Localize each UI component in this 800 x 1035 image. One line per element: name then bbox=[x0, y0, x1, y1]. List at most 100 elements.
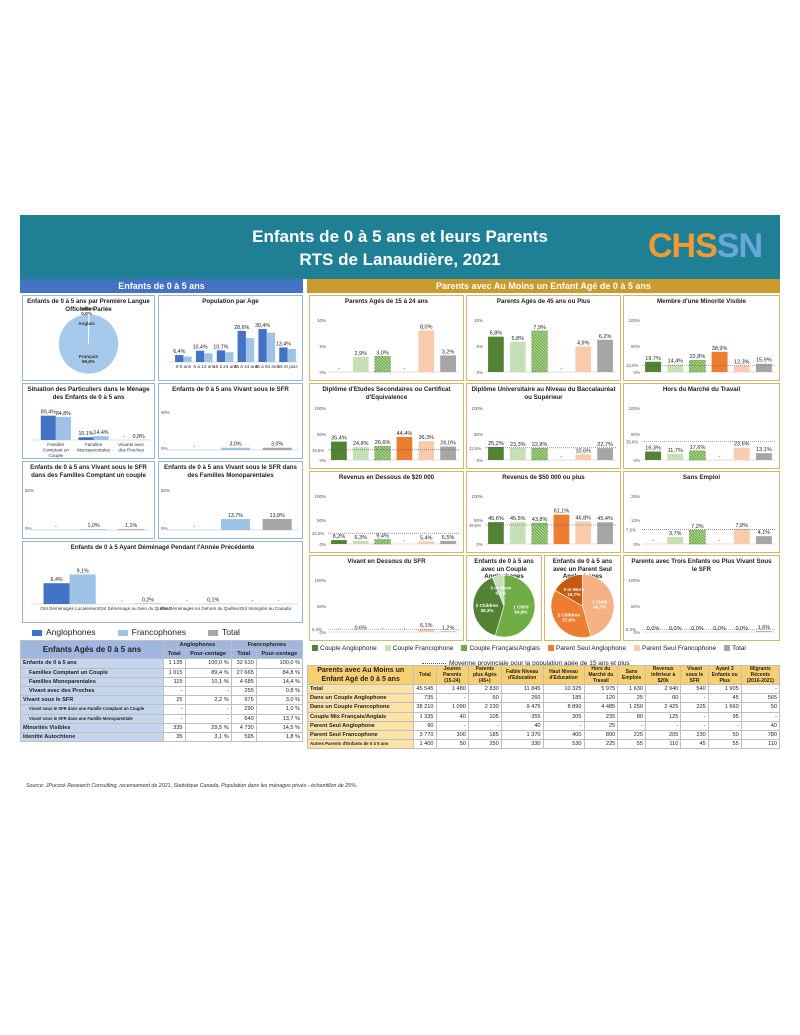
table-row: Parent Seul Francophone 3 770 300 185 1 370 4… bbox=[306, 730, 781, 741]
bar-hatch bbox=[381, 445, 391, 456]
provincial-average-label: 7,6% bbox=[626, 527, 636, 532]
table-cell: - bbox=[162, 704, 186, 715]
table-cell: 90 bbox=[413, 720, 437, 732]
bar bbox=[667, 364, 684, 372]
bar bbox=[667, 453, 684, 460]
table-cell: 1 370 bbox=[500, 730, 544, 741]
data-label: 24,8% bbox=[353, 441, 369, 447]
bar bbox=[575, 521, 592, 544]
table-cell: 225 bbox=[583, 739, 619, 750]
bar-hatch bbox=[532, 330, 548, 347]
y-tick-label: 0% bbox=[633, 630, 640, 635]
bar-hatch bbox=[374, 456, 379, 461]
table-row: Vivant avec des Proches - -255 0,8 % bbox=[20, 686, 304, 697]
bar bbox=[755, 453, 772, 460]
bar-hatch bbox=[376, 356, 391, 371]
data-label: - bbox=[338, 366, 340, 372]
data-label: 45,4% bbox=[597, 516, 613, 522]
data-label: - bbox=[403, 366, 405, 372]
panel-sfr_mono: Enfants de 0 à 5 ans Vivant sous le SFR … bbox=[158, 461, 303, 539]
table-cell: 2,2 % bbox=[184, 695, 232, 706]
chart-pie_seul: 1 Child 45,7% 2 Children 37,6% 3 or More 16,7… bbox=[550, 574, 615, 638]
data-label: 10,1% bbox=[78, 431, 93, 437]
panel-minorite: Membre d'une Minorité Visible 0% 50% 100% 19… bbox=[623, 295, 780, 381]
bar-hatch bbox=[531, 356, 548, 373]
chart-p45: 0% 5% 10% 6,8% 5,8% 7,9% - 4,9% 6,2% bbox=[474, 318, 616, 375]
bar-hatch bbox=[689, 453, 696, 461]
chart-title: Sans Emploi bbox=[682, 474, 721, 481]
bar-hatch bbox=[531, 359, 545, 373]
data-label: 2,9% bbox=[354, 351, 367, 357]
chart-horsmarche: 0% 50% 100% 16,3% 11,7% 17,6% - 23,6% 13,1% 35,8% bbox=[626, 406, 775, 463]
pie-slice bbox=[554, 574, 583, 607]
bar-hatch bbox=[689, 534, 699, 545]
bar-hatch bbox=[689, 365, 696, 373]
table-cell: 780 bbox=[740, 730, 781, 741]
row-label: Vivant sous le SFR bbox=[20, 695, 164, 706]
table-cell: 95 bbox=[707, 711, 742, 722]
bar-hatch bbox=[531, 347, 548, 365]
bar-hatch bbox=[374, 368, 379, 373]
table-row: Dans un Couple Francophone 38 210 1 090 2 2… bbox=[306, 702, 781, 713]
bar bbox=[195, 350, 205, 362]
bar-hatch bbox=[387, 445, 391, 450]
data-label: 22,8% bbox=[532, 442, 548, 448]
data-label: 9,4% bbox=[376, 533, 389, 539]
table-cell: 1 135 bbox=[162, 658, 186, 669]
table-cell: 25 bbox=[162, 695, 186, 706]
bar bbox=[509, 522, 526, 544]
column-header: Parents plus Agés (45+) bbox=[467, 665, 502, 685]
legend-parent-seul-francophone: Parent Seul Francophone bbox=[634, 645, 716, 652]
provincial-average-label: 23,5% bbox=[469, 446, 481, 451]
bar bbox=[245, 338, 255, 362]
bar bbox=[733, 447, 750, 460]
bar-hatch bbox=[699, 529, 706, 537]
data-label: 6,8% bbox=[490, 331, 503, 337]
data-label: - bbox=[123, 434, 125, 440]
panel-rev50: Revenus de $50 000 ou plus 0% 50% 100% 45,6%… bbox=[466, 471, 621, 553]
bar bbox=[220, 519, 251, 530]
bar bbox=[237, 330, 246, 362]
data-label: 6,4% bbox=[51, 577, 63, 583]
data-label: 35,4% bbox=[331, 436, 347, 442]
bar-hatch bbox=[546, 447, 548, 450]
bar-hatch bbox=[689, 456, 693, 461]
row-label: Identité Autochtone bbox=[20, 732, 164, 743]
table-cell: - bbox=[184, 686, 232, 697]
bar bbox=[440, 355, 456, 372]
bar-hatch bbox=[540, 522, 548, 531]
data-label: 0,8% bbox=[133, 434, 145, 440]
table-cell: 35 bbox=[162, 732, 186, 743]
table-cell: 110 bbox=[740, 739, 781, 750]
chart-title: Diplôme Universitaire au Niveau du Bacca… bbox=[471, 386, 616, 401]
table-cell: 230 bbox=[680, 730, 709, 741]
table-cell: 1,8 % bbox=[255, 732, 304, 743]
bar-hatch bbox=[543, 447, 548, 453]
bar-hatch bbox=[531, 528, 548, 545]
table-cell: 975 bbox=[230, 695, 257, 706]
table-cell: 1 630 bbox=[617, 683, 647, 695]
table-cell: - bbox=[184, 713, 232, 724]
bar bbox=[287, 348, 296, 362]
bar-hatch bbox=[531, 335, 548, 353]
row-label: Enfants de 0 à 5 ans bbox=[20, 658, 164, 669]
bar bbox=[440, 631, 456, 632]
bar bbox=[55, 416, 71, 440]
data-label: 0,0% bbox=[669, 626, 682, 632]
y-tick-label: 0% bbox=[319, 630, 326, 635]
data-label: 45,5% bbox=[510, 516, 526, 522]
table-cell: 115 bbox=[162, 676, 186, 688]
table-row: Couple Mix Français/Anglais 1 335 40 105 355… bbox=[306, 711, 781, 722]
y-tick-label: 10% bbox=[317, 318, 326, 323]
bar bbox=[440, 446, 456, 460]
chart-title: Parents Agés de 15 à 24 ans bbox=[344, 298, 428, 305]
bar bbox=[331, 540, 347, 544]
bar-hatch bbox=[531, 522, 548, 540]
table-cell: 305 bbox=[542, 711, 585, 722]
data-label: 13,8% bbox=[270, 513, 285, 519]
data-label: 3,0% bbox=[229, 442, 241, 448]
provincial-average-label: 39,6% bbox=[469, 523, 481, 528]
table-cell: - bbox=[680, 711, 709, 722]
table-cell: 2 940 bbox=[645, 683, 682, 695]
pie-label: Français 99,8% bbox=[79, 354, 98, 364]
